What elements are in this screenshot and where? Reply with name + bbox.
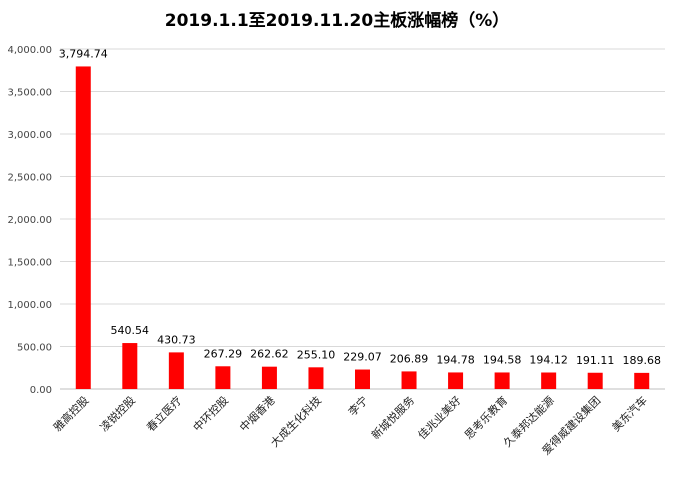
data-label: 262.62 [250,348,289,361]
data-label: 430.73 [157,333,196,346]
x-category-label: 雅高控股 [50,393,91,434]
x-category-label: 春立医疗 [143,393,184,434]
y-tick-label: 3,000.00 [7,130,52,141]
bar [168,352,184,389]
bar [494,372,510,389]
y-tick-label: 1,500.00 [7,258,52,269]
data-label: 255.10 [297,348,336,361]
data-label: 3,794.74 [59,47,108,60]
data-label: 229.07 [343,351,382,364]
y-tick-label: 500.00 [17,343,52,354]
bar [355,369,370,389]
data-label: 267.29 [204,347,243,360]
x-category-label: 佳兆业美好 [415,393,464,442]
x-category-label: 中烟香港 [237,393,278,434]
x-category-label: 思考乐教育 [461,393,510,442]
bar [401,371,417,389]
bar [587,372,603,389]
y-tick-label: 2,500.00 [7,173,52,184]
y-tick-label: 2,000.00 [7,215,52,226]
x-category-label: 美东汽车 [609,393,650,434]
bar [215,366,231,389]
data-label: 194.58 [483,353,522,366]
y-tick-label: 0.00 [30,385,52,396]
chart-title: 2019.1.1至2019.11.20主板涨幅榜（%） [164,11,510,31]
bar [261,366,277,389]
bar [541,372,557,389]
x-category-label: 凌锐控股 [97,393,138,434]
data-label: 206.89 [390,352,429,365]
x-category-label: 中环控股 [190,393,231,434]
bar [448,372,464,389]
bar [122,343,138,389]
y-tick-label: 4,000.00 [7,45,52,56]
y-tick-label: 3,500.00 [7,88,52,99]
data-label: 189.68 [622,354,661,367]
data-label: 194.78 [436,353,475,366]
x-category-label: 李宁 [345,393,370,418]
bar [75,66,91,390]
data-label: 191.11 [576,354,615,367]
bar [308,367,324,389]
x-category-label: 新城悦服务 [368,393,417,442]
data-label: 540.54 [111,324,150,337]
bar [634,372,650,389]
data-label: 194.12 [529,353,568,366]
y-tick-label: 1,000.00 [7,300,52,311]
